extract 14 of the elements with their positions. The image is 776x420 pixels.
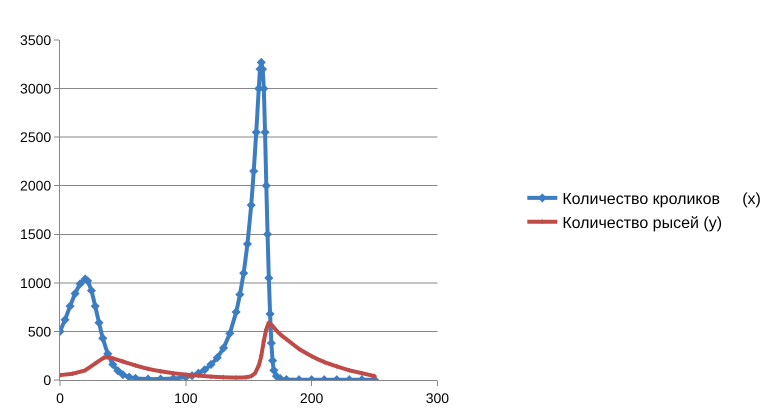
legend-label: Количество рысей (y) [562, 214, 722, 232]
y-tick-label: 0 [43, 372, 52, 388]
x-tick-label: 0 [56, 390, 64, 406]
x-tick-label: 200 [300, 390, 324, 406]
x-tick-label: 300 [426, 390, 450, 406]
y-tick-label: 1500 [20, 226, 52, 242]
y-tick-label: 2500 [20, 129, 52, 146]
legend-label: Количество кроликов (x) [562, 191, 761, 208]
y-tick-label: 3000 [20, 80, 52, 96]
y-tick-label: 500 [28, 323, 52, 340]
x-tick-label: 100 [174, 390, 198, 406]
y-tick-label: 2000 [20, 178, 52, 194]
y-tick-label: 3500 [20, 32, 52, 48]
y-tick-label: 1000 [20, 274, 52, 291]
